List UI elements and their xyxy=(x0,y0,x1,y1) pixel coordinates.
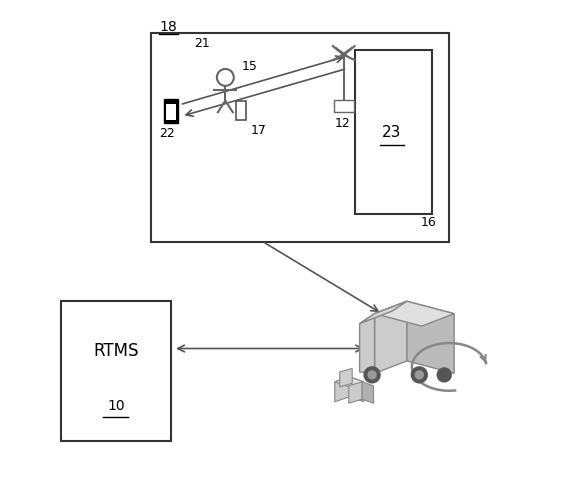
Text: 18: 18 xyxy=(159,20,177,34)
Text: 17: 17 xyxy=(250,124,266,137)
Polygon shape xyxy=(335,377,350,402)
Text: 23: 23 xyxy=(382,125,402,140)
Circle shape xyxy=(415,371,423,379)
Text: 21: 21 xyxy=(194,37,210,49)
Circle shape xyxy=(368,371,376,379)
Bar xyxy=(164,99,177,123)
Bar xyxy=(334,100,354,112)
Polygon shape xyxy=(350,377,364,402)
Polygon shape xyxy=(360,314,375,373)
Polygon shape xyxy=(407,301,454,373)
Bar xyxy=(166,104,176,120)
Polygon shape xyxy=(340,368,352,387)
Text: RTMS: RTMS xyxy=(93,342,139,360)
Text: 22: 22 xyxy=(159,127,175,140)
Bar xyxy=(61,301,171,441)
Polygon shape xyxy=(335,377,364,387)
Polygon shape xyxy=(362,382,374,403)
Text: 16: 16 xyxy=(420,216,436,229)
Polygon shape xyxy=(375,301,407,373)
Bar xyxy=(236,101,246,120)
Text: 10: 10 xyxy=(107,399,125,412)
Bar xyxy=(151,33,449,241)
Polygon shape xyxy=(349,382,362,403)
Circle shape xyxy=(411,367,427,383)
Polygon shape xyxy=(360,301,407,323)
Circle shape xyxy=(364,367,380,383)
Text: 15: 15 xyxy=(241,60,257,73)
Text: 12: 12 xyxy=(335,117,350,130)
Circle shape xyxy=(437,368,451,382)
Polygon shape xyxy=(375,301,454,326)
Bar xyxy=(354,50,432,214)
